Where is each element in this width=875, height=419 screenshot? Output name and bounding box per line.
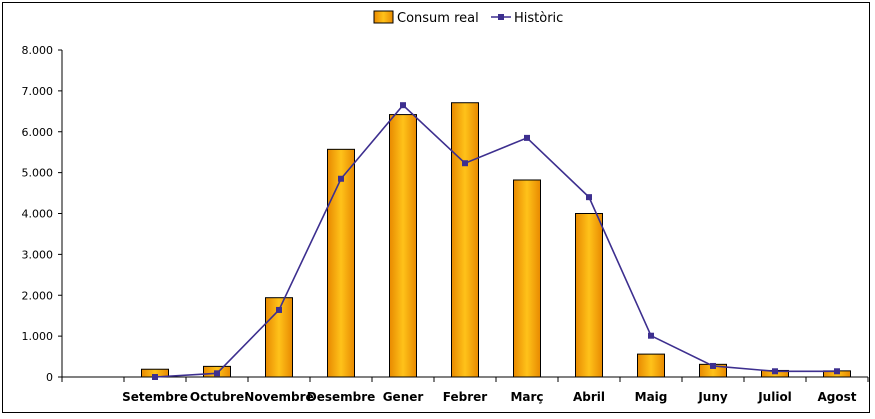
- x-category-label: Gener: [383, 390, 424, 404]
- bar-consum-real: [575, 213, 603, 378]
- axes: 0 1.000 2.000 3.000 4.000 5.000 6.000 7.000 8.00…: [22, 44, 869, 404]
- marker-historic: [834, 368, 840, 375]
- marker-historic: [338, 175, 344, 182]
- x-category-label: Novembre: [244, 390, 313, 404]
- bar-consum-real: [451, 102, 479, 378]
- bar-consum-real: [637, 353, 665, 378]
- marker-historic: [152, 374, 158, 380]
- y-tick-label: 2.000: [22, 289, 54, 302]
- bar-consum-real: [327, 148, 355, 378]
- x-category-label: Desembre: [307, 390, 376, 404]
- chart-frame: [2, 2, 870, 413]
- marker-historic: [524, 134, 530, 141]
- legend-label-consum-real: Consum real: [397, 11, 479, 26]
- x-category-label: Març: [510, 390, 543, 404]
- marker-historic: [400, 102, 406, 109]
- marker-historic: [648, 332, 654, 339]
- marker-historic: [276, 306, 282, 313]
- marker-historic: [462, 160, 468, 167]
- x-category-label: Agost: [818, 390, 857, 404]
- y-tick-label: 8.000: [22, 44, 54, 57]
- y-tick-label: 5.000: [22, 167, 54, 180]
- x-category-label: Abril: [573, 390, 605, 404]
- legend-label-historic: Històric: [514, 11, 563, 26]
- x-category-label: Setembre: [122, 390, 188, 404]
- y-tick-label: 1.000: [22, 330, 54, 343]
- line-series: [152, 102, 840, 380]
- y-tick-label: 0: [46, 371, 53, 384]
- marker-historic: [214, 370, 220, 377]
- line-historic: [154, 104, 837, 378]
- x-category-label: Febrer: [443, 390, 487, 404]
- marker-historic: [710, 362, 716, 369]
- y-tick-label: 3.000: [22, 248, 54, 261]
- x-category-label: Juliol: [757, 390, 792, 404]
- x-category-label: Octubre: [190, 390, 244, 404]
- legend-marker-historic: [498, 14, 504, 20]
- bar-series: [141, 102, 851, 378]
- marker-historic: [586, 194, 592, 201]
- bar-consum-real: [513, 179, 541, 378]
- x-category-label: Maig: [635, 390, 668, 404]
- x-category-label: Juny: [697, 390, 728, 404]
- y-tick-label: 7.000: [22, 85, 54, 98]
- y-tick-label: 4.000: [22, 208, 54, 221]
- legend-swatch-consum-real: [373, 10, 394, 24]
- legend: Consum real Històric: [373, 10, 563, 26]
- bar-consum-real: [389, 114, 417, 378]
- y-tick-label: 6.000: [22, 126, 54, 139]
- marker-historic: [772, 368, 778, 375]
